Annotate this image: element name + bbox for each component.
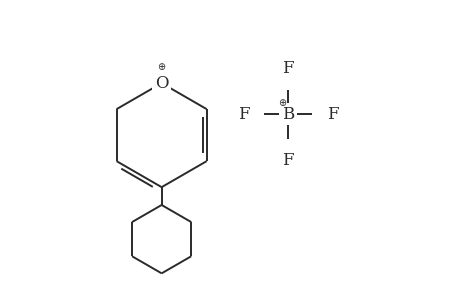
Text: B: B	[281, 106, 293, 123]
Text: ⊕: ⊕	[157, 62, 165, 72]
Text: F: F	[237, 106, 249, 123]
Text: F: F	[281, 152, 293, 169]
Text: ⊕: ⊕	[278, 98, 286, 108]
Text: F: F	[326, 106, 338, 123]
Text: O: O	[155, 75, 168, 92]
Text: F: F	[281, 60, 293, 77]
